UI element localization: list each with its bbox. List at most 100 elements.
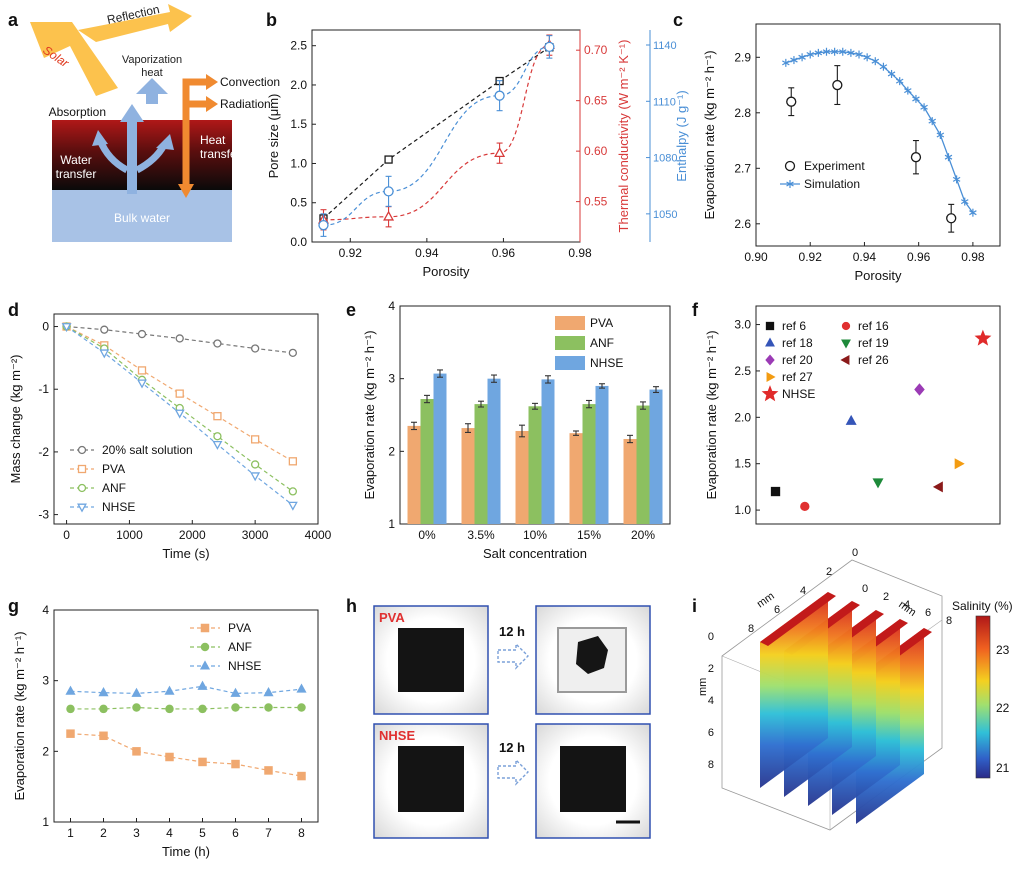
legend-label: ref 18 [782,336,813,350]
series-line-thermal [323,44,550,221]
x-tick-label: 20% [631,528,655,542]
marker-nhse [99,349,110,359]
marker-simulation [904,86,912,95]
y2-tick-label: 0.60 [584,144,608,158]
marker-20-salt-solution [100,325,109,334]
y-tick-label: 2.8 [734,106,751,120]
marker-nhse [65,685,76,695]
marker-enthalpy [544,41,555,53]
series-line-pore-size [323,46,550,219]
bar-nhse [649,389,663,524]
marker-simulation [960,197,969,206]
y3-tick-label: 1140 [653,40,677,52]
marker-anf [66,704,75,714]
marker-simulation [871,57,880,66]
marker-pva [99,731,108,741]
legend-swatch [555,316,585,330]
legend-label-experiment: Experiment [804,159,865,173]
y-tick-label: 0 [862,583,868,595]
panel-letter-f: f [692,300,699,320]
x-tick-label: 4 [166,826,173,840]
bulk-water-label: Bulk water [114,211,170,225]
marker-simulation [790,56,798,65]
marker-stroke [863,54,871,60]
bar-nhse [595,385,609,524]
legend-marker-simulation [786,180,794,188]
marker-ref-18 [845,414,857,425]
marker-stroke [952,176,961,182]
marker-anf [250,460,260,469]
salinity-slice-top [760,592,836,646]
legend-marker [761,385,779,402]
z-tick-label: 6 [708,727,714,739]
panel-letter-g: g [8,596,19,616]
marker-anf [264,703,273,712]
marker-20-salt-solution [288,348,298,358]
bar-nhse [487,378,501,524]
marker-nhse [287,501,298,511]
legend-label: ref 27 [782,370,813,384]
colorbar-tick: 23 [996,643,1010,657]
x-tick-label: 15% [577,528,601,542]
x-tick-label: 0.94 [853,250,877,264]
salinity-slices [760,592,932,824]
y2-axis-label: Thermal conductivity (W m⁻² K⁻¹) [616,40,631,233]
bar-anf [636,405,650,524]
y-axis-label: Evaporation rate (kg m⁻² h⁻¹) [704,330,719,499]
nhse-sample-before [398,746,464,812]
reflection-arrow [78,4,192,42]
time-label-top: 12 h [499,624,525,639]
y2-tick-label: 0.70 [584,43,608,57]
marker-pva [213,412,222,421]
chart-i-salinity-3d: Salinity (%) 23 22 21 mm mm mm 864200246… [697,547,1013,831]
marker-enthalpy [383,186,394,197]
legend-label: ANF [590,336,614,350]
marker-pva [288,457,298,466]
y2-tick-label: 0.65 [584,94,608,108]
bulk-water-layer [52,190,232,242]
z-tick-label: 2 [708,663,714,675]
y-tick-label: 2.9 [734,50,751,64]
marker-nhse [98,687,109,697]
y-tick-label: 1.5 [734,457,751,471]
marker-simulation [838,47,847,56]
marker-anf [231,703,240,712]
legend-marker [77,445,87,455]
solar-beam [30,22,118,96]
legend-marker [765,337,775,347]
x-tick-label: 0.96 [907,250,931,264]
marker-stroke [790,57,798,63]
chart-f: 1.0 1.5 2.0 2.5 3.0 Evaporation rate (kg m⁻² … [704,305,1001,525]
marker-nhse [230,687,241,697]
marker-stroke [879,64,888,70]
bar-pva [515,430,529,524]
legend-marker [77,503,87,513]
y-tick-label: 0 [42,320,49,334]
marker-simulation [798,53,806,62]
legend-label: ANF [228,640,252,654]
legend-marker [200,623,210,633]
marker-simulation [969,208,977,217]
marker-20-salt-solution [250,344,260,353]
series-line-enthalpy [323,46,550,226]
chart-g: 1 2 3 4 5 6 7 8 1 2 3 4 Time (h) Evaporation rate (kg… [12,603,319,859]
marker-stroke [920,104,928,110]
panel-letter-e: e [346,300,356,320]
x-tick-label: 1 [67,826,74,840]
time-label-bottom: 12 h [499,740,525,755]
x-tick-label: 4 [800,585,806,597]
legend-label: 20% salt solution [102,443,193,457]
marker-simulation [944,153,953,162]
legend-label: NHSE [102,500,135,514]
water-up-arrowhead [120,104,144,122]
nhse-sample-after [560,746,626,812]
marker-ref-20 [914,383,925,396]
chart-c: 0.90 0.92 0.94 0.96 0.98 2.6 2.7 2.8 2.9 Porosity… [702,23,1001,283]
colorbar [975,615,991,779]
y3-axis-label: Enthalpy (J g⁻¹) [674,90,689,181]
y-axis-label: Evaporation rate (kg m⁻² h⁻¹) [702,50,717,219]
z-tick-label: 8 [708,759,714,771]
marker-stroke [969,210,977,216]
marker-simulation [822,47,831,56]
y-axis-label: Evaporation rate (kg m⁻² h⁻¹) [362,330,377,499]
